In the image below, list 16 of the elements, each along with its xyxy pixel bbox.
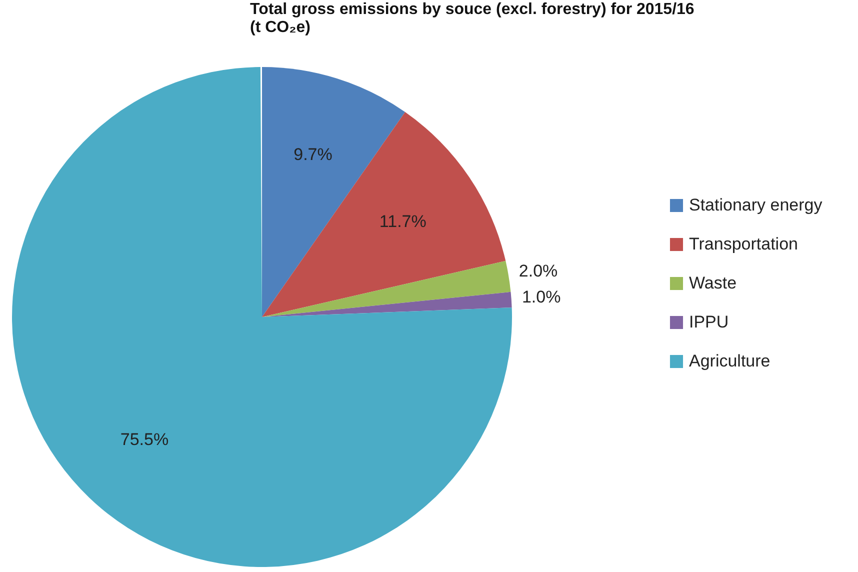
legend-label: Transportation — [689, 234, 798, 254]
data-label: 9.7% — [294, 144, 332, 164]
pie-slice — [262, 260, 511, 317]
data-label: 2.0% — [518, 261, 558, 280]
pie-slice — [12, 67, 512, 567]
text: (t CO₂e) — [250, 18, 310, 36]
text: Total gross emissions by souce (excl. forestry) for 2015/16 — [250, 0, 694, 18]
legend-label: IPPU — [689, 312, 729, 332]
data-label: 11.7% — [379, 212, 426, 231]
legend-label: Stationary energy — [689, 196, 823, 214]
data-label: 75.5% — [120, 430, 169, 449]
legend-label: Waste — [689, 274, 737, 292]
pie-slice — [262, 292, 512, 317]
data-label: 1.0% — [522, 288, 561, 307]
pie-slice — [262, 112, 506, 317]
legend-label: Agriculture — [689, 352, 770, 370]
